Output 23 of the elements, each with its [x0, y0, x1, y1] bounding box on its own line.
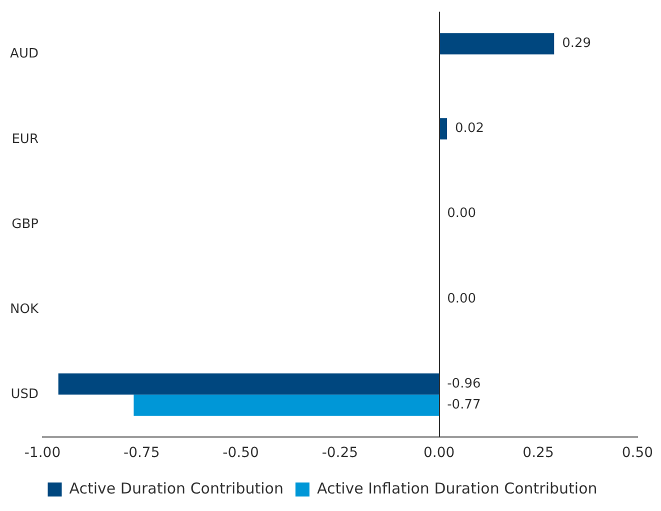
x-tick-label: -0.75 — [124, 445, 160, 462]
bar — [439, 33, 554, 54]
legend-label: Active Inflation Duration Contribution — [316, 479, 598, 498]
x-tick-label: -1.00 — [24, 445, 61, 462]
data-label: -0.96 — [447, 376, 481, 392]
data-label: 0.00 — [447, 291, 476, 306]
bar — [134, 394, 440, 416]
y-tick-label: GBP — [12, 216, 39, 232]
data-label: 0.00 — [447, 206, 476, 222]
x-tick-label: -0.25 — [322, 445, 358, 462]
legend-label: Active Duration Contribution — [69, 479, 284, 498]
x-tick-label: -0.50 — [222, 445, 259, 462]
x-tick-label: 0.50 — [622, 445, 653, 462]
bar — [58, 373, 440, 395]
data-label: 0.02 — [455, 121, 484, 136]
y-tick-label: NOK — [10, 302, 39, 317]
y-tick-label: USD — [10, 387, 38, 402]
data-label: 0.29 — [562, 36, 592, 52]
data-label: -0.77 — [447, 398, 481, 413]
y-tick-label: AUD — [10, 46, 38, 62]
x-tick-label: 0.00 — [424, 445, 455, 462]
x-tick-label: 0.25 — [522, 445, 554, 462]
y-tick-label: EUR — [12, 132, 38, 147]
